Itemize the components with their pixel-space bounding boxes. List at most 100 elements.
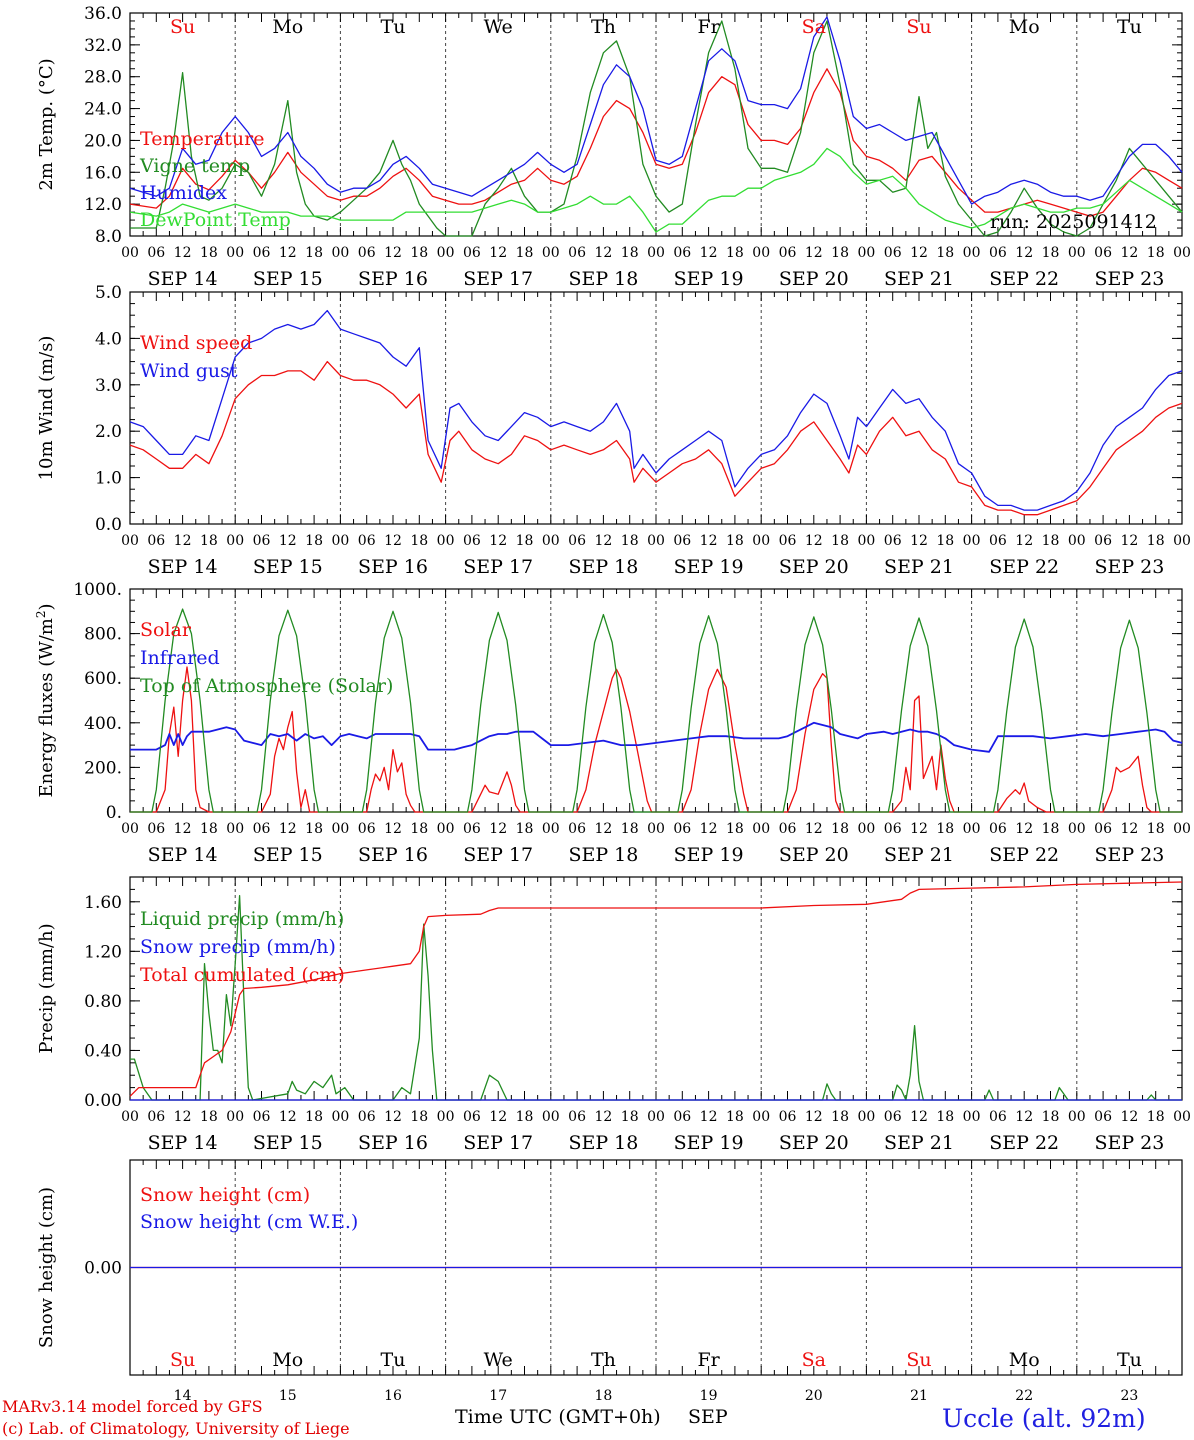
weekday-label: Mo (272, 16, 303, 38)
hour-tick-label: 12 (174, 1109, 192, 1125)
hour-tick-label: 00 (647, 245, 665, 261)
hour-tick-label: 12 (384, 821, 402, 837)
hour-tick-label: 00 (542, 1109, 560, 1125)
y-tick-label: 0.40 (84, 1041, 122, 1061)
y-tick-label: 0.00 (84, 1259, 122, 1279)
series-infrared (130, 721, 1183, 753)
y-tick-label: 200. (84, 758, 122, 778)
hour-tick-label: 06 (884, 1109, 902, 1125)
day-number: 23 (1120, 1388, 1138, 1404)
hour-tick-label: 00 (752, 245, 770, 261)
date-label: SEP 19 (674, 1132, 744, 1154)
date-label: SEP 21 (884, 1132, 954, 1154)
date-label: SEP 19 (674, 844, 744, 866)
hour-tick-label: 12 (805, 821, 823, 837)
station-label: Uccle (alt. 92m) (942, 1404, 1146, 1433)
hour-tick-label: 00 (963, 1109, 981, 1125)
legend-entry: Total cumulated (cm) (140, 964, 345, 986)
date-label: SEP 19 (674, 268, 744, 290)
date-label: SEP 15 (253, 844, 323, 866)
hour-tick-label: 06 (358, 533, 376, 549)
y-tick-label: 12.0 (84, 195, 122, 215)
hour-tick-label: 18 (936, 245, 954, 261)
hour-tick-label: 12 (489, 245, 507, 261)
weekday-label: Mo (1009, 1349, 1040, 1371)
hour-tick-label: 06 (568, 1109, 586, 1125)
weekday-label: Tu (1117, 1349, 1142, 1371)
legend-entry: Snow height (cm W.E.) (140, 1211, 358, 1233)
hour-tick-label: 00 (857, 533, 875, 549)
hour-tick-label: 06 (358, 245, 376, 261)
hour-tick-label: 12 (1015, 821, 1033, 837)
day-number: 17 (489, 1388, 507, 1404)
hour-tick-label: 12 (384, 245, 402, 261)
hour-tick-label: 06 (884, 533, 902, 549)
date-label: SEP 23 (1094, 268, 1164, 290)
hour-tick-label: 12 (1120, 245, 1138, 261)
date-label: SEP 22 (989, 844, 1059, 866)
weekday-label: Mo (1009, 16, 1040, 38)
legend-entry: Snow height (cm) (140, 1184, 310, 1206)
hour-tick-label: 18 (726, 533, 744, 549)
date-label: SEP 16 (358, 1132, 428, 1154)
hour-tick-label: 12 (174, 533, 192, 549)
weekday-label: Su (170, 16, 195, 38)
weekday-label: We (484, 1349, 513, 1371)
date-label: SEP 14 (148, 268, 218, 290)
hour-tick-label: 00 (331, 245, 349, 261)
model-credit: MARv3.14 model forced by GFS (2, 1397, 263, 1416)
y-tick-label: 0.00 (84, 1091, 122, 1111)
weekday-label: Su (906, 16, 931, 38)
hour-tick-label: 00 (437, 245, 455, 261)
hour-tick-label: 00 (226, 821, 244, 837)
hour-tick-label: 18 (1147, 533, 1165, 549)
day-number: 22 (1015, 1388, 1033, 1404)
hour-tick-label: 06 (147, 245, 165, 261)
y-tick-label: 0.80 (84, 992, 122, 1012)
hour-tick-label: 18 (621, 533, 639, 549)
hour-tick-label: 00 (542, 821, 560, 837)
date-label: SEP 16 (358, 556, 428, 578)
y-tick-label: 20.0 (84, 131, 122, 151)
hour-tick-label: 12 (1015, 245, 1033, 261)
hour-tick-label: 18 (410, 1109, 428, 1125)
date-label: SEP 22 (989, 268, 1059, 290)
day-number: 14 (174, 1388, 192, 1404)
hour-tick-label: 06 (568, 245, 586, 261)
hour-tick-label: 06 (989, 821, 1007, 837)
hour-tick-label: 06 (1094, 1109, 1112, 1125)
date-label: SEP 17 (463, 268, 533, 290)
series-total-cumulated-cm (129, 881, 1183, 1097)
hour-tick-label: 18 (1147, 821, 1165, 837)
hour-tick-label: 12 (1120, 821, 1138, 837)
hour-tick-label: 18 (831, 533, 849, 549)
hour-tick-label: 12 (1015, 533, 1033, 549)
y-tick-label: 24.0 (84, 100, 122, 120)
date-label: SEP 14 (148, 1132, 218, 1154)
hour-tick-label: 06 (884, 821, 902, 837)
series-wind-speed (129, 360, 1183, 516)
hour-tick-label: 12 (279, 1109, 297, 1125)
run-label: run: 2025091412 (990, 211, 1157, 233)
hour-tick-label: 12 (700, 245, 718, 261)
series-top-of-atmosphere-solar (130, 608, 1182, 813)
y-tick-label: 400. (84, 714, 122, 734)
hour-tick-label: 06 (358, 821, 376, 837)
date-label: SEP 23 (1094, 1132, 1164, 1154)
hour-tick-label: 18 (1042, 245, 1060, 261)
y-tick-label: 0.0 (95, 515, 122, 535)
hour-tick-label: 18 (1042, 1109, 1060, 1125)
date-label: SEP 18 (568, 1132, 638, 1154)
hour-tick-label: 18 (305, 533, 323, 549)
hour-tick-label: 06 (1094, 245, 1112, 261)
hour-tick-label: 00 (1173, 533, 1191, 549)
hour-tick-label: 00 (963, 245, 981, 261)
date-label: SEP 18 (568, 556, 638, 578)
footer: MARv3.14 model forced by GFS (c) Lab. of… (2, 1397, 1146, 1438)
date-label: SEP 20 (779, 556, 849, 578)
hour-tick-label: 18 (726, 245, 744, 261)
y-tick-label: 0. (106, 803, 122, 823)
hour-tick-label: 00 (331, 821, 349, 837)
legend-entry: Temperature (140, 128, 264, 150)
plot-frame (129, 588, 1183, 813)
